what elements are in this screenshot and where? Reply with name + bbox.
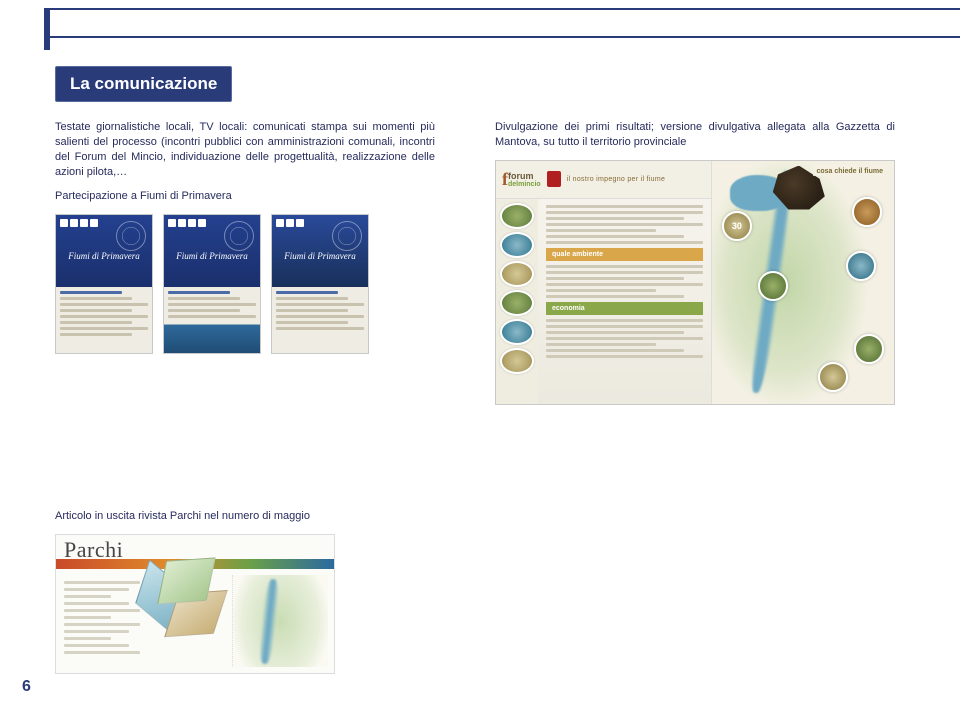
brochure: f forum delmincio il nostro impegno per …	[495, 160, 895, 405]
brochure-forum-sub: delmincio	[508, 181, 541, 188]
parchi-cube-icon	[137, 564, 225, 652]
page-number: 6	[22, 678, 31, 696]
parchi-map	[232, 575, 328, 667]
left-subhead: Partecipazione a Fiumi di Primavera	[55, 189, 435, 204]
brochure-band-2: economia	[546, 302, 703, 315]
right-column: Divulgazione dei primi risultati; versio…	[495, 120, 895, 405]
poster-title: Fiumi di Primavera	[278, 251, 362, 261]
parchi-magazine: Parchi	[55, 534, 335, 674]
brochure-map-title: cosa chiede il fiume	[813, 167, 886, 176]
brochure-tagline: il nostro impegno per il fiume	[567, 176, 666, 183]
brochure-map: cosa chiede il fiume	[712, 161, 894, 404]
left-paragraph: Testate giornalistiche locali, TV locali…	[55, 120, 435, 179]
poster-2: Fiumi di Primavera	[163, 214, 261, 354]
right-paragraph: Divulgazione dei primi risultati; versio…	[495, 120, 895, 150]
article-label: Articolo in uscita rivista Parchi nel nu…	[55, 509, 475, 524]
poster-3: Fiumi di Primavera	[271, 214, 369, 354]
poster-title: Fiumi di Primavera	[62, 251, 146, 261]
left-column: Testate giornalistiche locali, TV locali…	[55, 120, 435, 354]
poster-title: Fiumi di Primavera	[170, 251, 254, 261]
crest-icon	[547, 171, 561, 187]
brochure-band-1: quale ambiente	[546, 248, 703, 261]
article-area: Articolo in uscita rivista Parchi nel nu…	[55, 509, 475, 674]
poster-1: Fiumi di Primavera	[55, 214, 153, 354]
header-accent	[44, 8, 50, 50]
poster-row: Fiumi di Primavera Fiumi di Primavera	[55, 214, 435, 354]
slide-title: La comunicazione	[55, 66, 232, 102]
brochure-forum: forum	[508, 171, 541, 181]
header-rule	[44, 8, 960, 38]
